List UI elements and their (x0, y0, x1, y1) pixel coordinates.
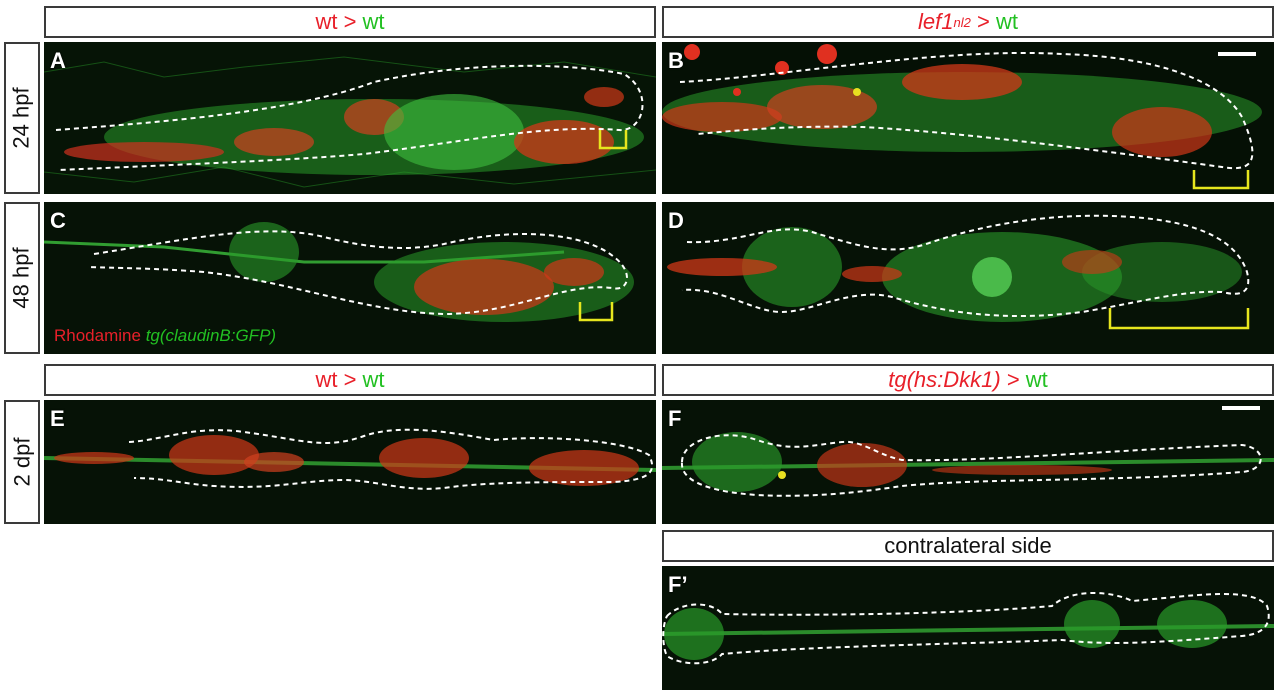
panel-letter-A: A (50, 48, 66, 73)
panel-letter-C: C (50, 208, 66, 233)
header-dkk1-to-wt: tg(hs:Dkk1) > wt (662, 364, 1274, 396)
donor-label: tg(hs:Dkk1) (888, 367, 1001, 392)
panel-D-image: D (662, 202, 1274, 354)
donor-label: lef1 (918, 9, 954, 34)
panel-B-image: B (662, 42, 1274, 194)
header-wt-to-wt-bottom: wt > wt (44, 364, 656, 396)
legend-rhodamine: Rhodamine (54, 326, 141, 345)
panel-F-prime-image: F’ (662, 566, 1274, 690)
micrograph-A (44, 42, 656, 194)
transplant-arrow: > (337, 9, 363, 34)
panel-letter-D: D (668, 208, 684, 233)
host-label: wt (362, 9, 385, 34)
micrograph-F (662, 400, 1274, 524)
host-label: wt (362, 367, 385, 392)
micrograph-C (44, 202, 656, 354)
row-label-2dpf: 2 dpf (4, 400, 40, 524)
host-label: wt (1025, 367, 1048, 392)
contralateral-label: contralateral side (884, 533, 1052, 558)
donor-label: wt (315, 9, 338, 34)
header-contralateral-side: contralateral side (662, 530, 1274, 562)
allele-superscript: nl2 (953, 14, 971, 30)
micrograph-B (662, 42, 1274, 194)
panel-F-image: F (662, 400, 1274, 524)
micrograph-E (44, 400, 656, 524)
panel-letter-E: E (50, 406, 65, 431)
panel-A-image: A (44, 42, 656, 194)
header-lef1-to-wt: lef1 nl2 > wt (662, 6, 1274, 38)
panel-letter-F: F (668, 406, 682, 431)
panel-C-image: C Rhodamine tg(claudinB:GFP) (44, 202, 656, 354)
panel-E-image: E (44, 400, 656, 524)
donor-label: wt (315, 367, 338, 392)
row-label-24hpf: 24 hpf (4, 42, 40, 194)
scale-bar (1218, 52, 1256, 56)
transplant-arrow: > (337, 367, 363, 392)
transplant-arrow: > (970, 9, 996, 34)
micrograph-D (662, 202, 1274, 354)
stain-legend: Rhodamine tg(claudinB:GFP) (54, 326, 276, 346)
transplant-arrow: > (1000, 367, 1026, 392)
legend-gfp: tg(claudinB:GFP) (145, 326, 277, 345)
panel-letter-F-prime: F’ (668, 572, 688, 597)
micrograph-F-prime (662, 566, 1274, 690)
row-label-48hpf: 48 hpf (4, 202, 40, 354)
host-label: wt (995, 9, 1018, 34)
scale-bar (1222, 406, 1260, 410)
header-wt-to-wt-top: wt > wt (44, 6, 656, 38)
panel-letter-B: B (668, 48, 684, 73)
